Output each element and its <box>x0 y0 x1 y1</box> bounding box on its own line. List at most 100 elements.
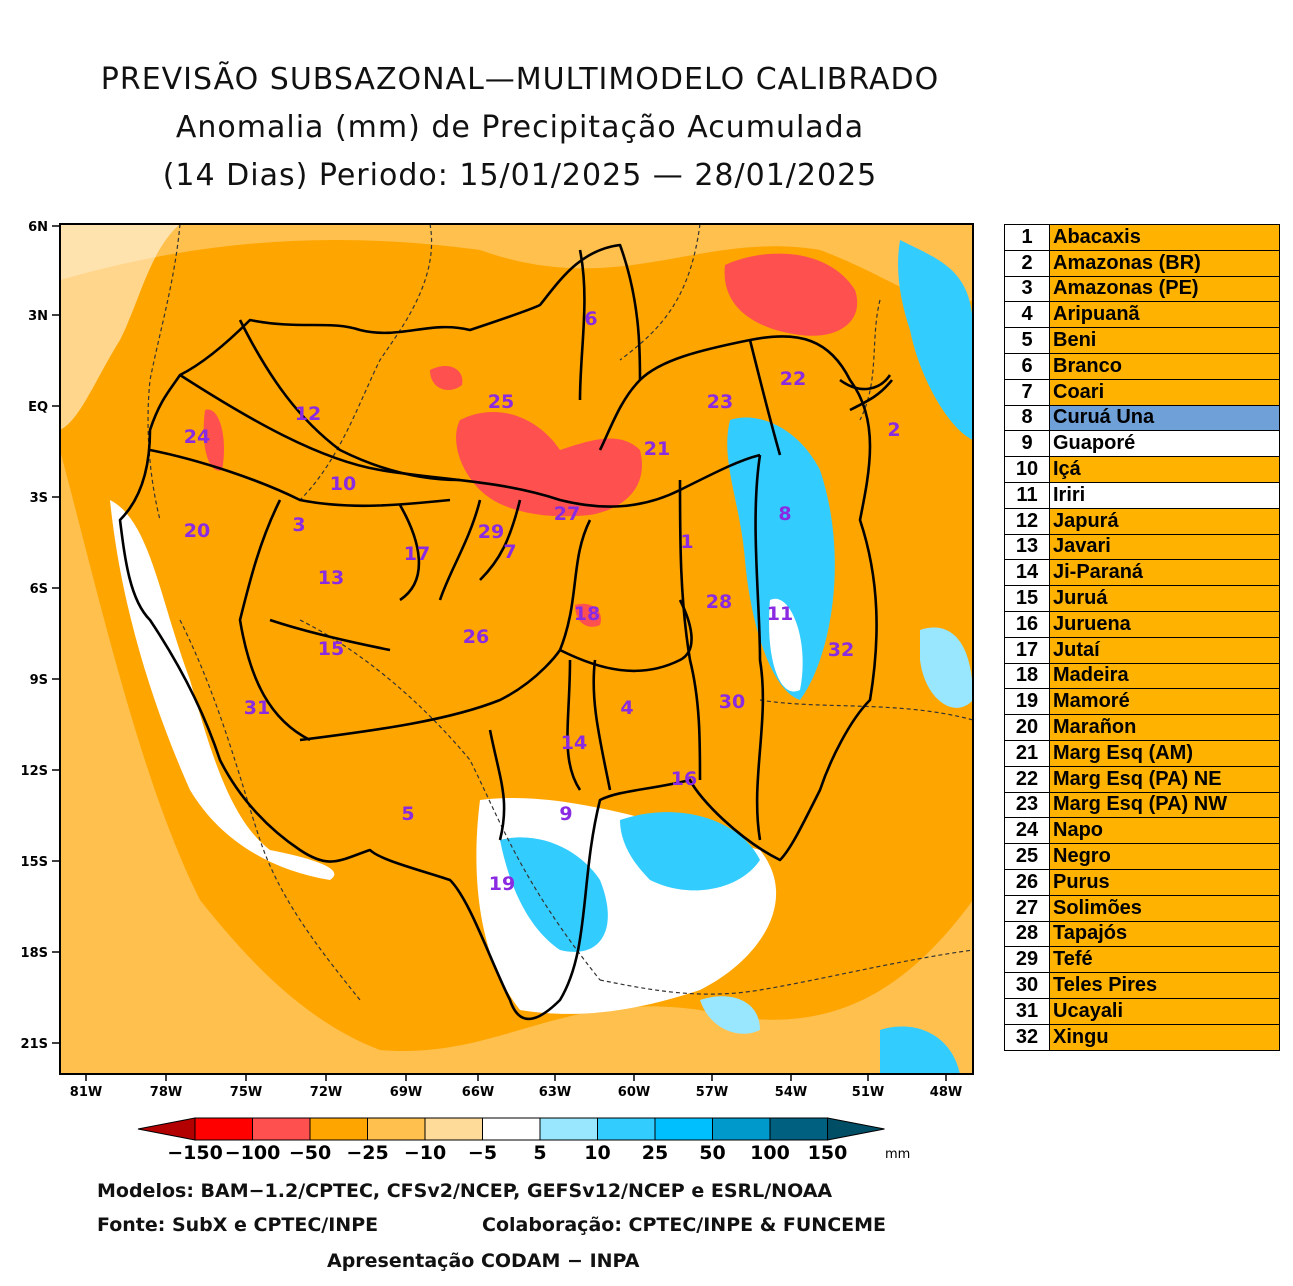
footer-presentation: Apresentação CODAM − INPA <box>327 1250 640 1272</box>
basin-legend-name: Ji-Paraná <box>1049 559 1280 587</box>
footer-models: Modelos: BAM−1.2/CPTEC, CFSv2/NCEP, GEFS… <box>97 1180 833 1202</box>
basin-legend-row: 3 Amazonas (PE) <box>1004 275 1280 303</box>
wet-anomaly-area <box>700 996 760 1034</box>
basin-legend-number: 1 <box>1004 224 1050 251</box>
colorbar-unit: mm <box>885 1147 910 1162</box>
basin-legend-name: Guaporé <box>1049 430 1280 458</box>
colorbar-label: 5 <box>533 1142 546 1164</box>
map-title-line-3: (14 Dias) Periodo: 15/01/2025 — 28/01/20… <box>162 158 878 193</box>
basin-outline <box>748 339 782 456</box>
colorbar-cell <box>654 1117 713 1141</box>
basin-legend-name: Marg Esq (PA) NW <box>1049 791 1280 819</box>
lat-label: EQ <box>28 400 48 415</box>
colorbar-label: −150 <box>167 1142 223 1164</box>
basin-legend-row: 23 Marg Esq (PA) NW <box>1004 791 1280 819</box>
basin-number-3: 3 <box>292 514 305 536</box>
basin-legend-row: 31 Ucayali <box>1004 997 1280 1025</box>
basin-number-14: 14 <box>561 732 587 754</box>
colorbar-label: −5 <box>468 1142 497 1164</box>
wet-anomaly-area <box>880 1026 960 1074</box>
strong-deficit-area <box>430 365 463 390</box>
basin-outline <box>238 499 311 742</box>
colorbar-cell <box>712 1117 771 1141</box>
colorbar-cell <box>367 1117 426 1141</box>
basin-number-19: 19 <box>489 873 515 895</box>
colorbar-cell <box>252 1117 311 1141</box>
colorbar-cell <box>539 1117 598 1141</box>
basin-outline <box>398 504 421 602</box>
map-frame <box>59 223 974 1075</box>
country-border <box>599 949 974 995</box>
basin-legend-name: Javari <box>1049 533 1280 561</box>
basin-number-29: 29 <box>478 521 504 543</box>
basin-legend-name: Purus <box>1049 868 1280 896</box>
basin-outline <box>578 249 586 401</box>
basin-number-9: 9 <box>559 803 572 825</box>
lon-label: 63W <box>539 1085 571 1100</box>
colorbar-label: −100 <box>225 1142 281 1164</box>
strong-deficit-area <box>724 253 858 336</box>
basin-legend-name: Japurá <box>1049 507 1280 535</box>
basin-legend-number: 23 <box>1004 791 1050 819</box>
colorbar-label: −10 <box>404 1142 446 1164</box>
wet-anomaly-area <box>920 627 973 708</box>
basin-legend-row: 12 Japurá <box>1004 507 1280 535</box>
basin-number-17: 17 <box>404 543 430 565</box>
basin-outline <box>479 499 522 581</box>
basin-outline <box>849 379 894 412</box>
basin-legend-name: Beni <box>1049 327 1280 354</box>
strong-deficit-area <box>456 411 642 517</box>
basin-legend-number: 27 <box>1004 894 1050 922</box>
basin-legend-table: 1 Abacaxis 2 Amazonas (BR) 3 Amazonas (PE) 4 Ar… <box>1004 224 1280 1051</box>
basin-legend-number: 14 <box>1004 559 1050 587</box>
basin-legend-number: 5 <box>1004 327 1050 354</box>
basin-legend-name: Marg Esq (PA) NE <box>1049 765 1280 793</box>
basin-legend-number: 25 <box>1004 843 1050 870</box>
basin-number-21: 21 <box>644 438 670 460</box>
basin-outline <box>488 729 506 841</box>
strong-deficit-area <box>203 409 225 471</box>
basin-legend-row: 2 Amazonas (BR) <box>1004 249 1280 277</box>
basin-legend-name: Tefé <box>1049 946 1280 974</box>
basin-legend-row: 25 Negro <box>1004 843 1280 870</box>
map-title-line-1: PREVISÃO SUBSAZONAL—MULTIMODELO CALIBRAD… <box>100 62 940 97</box>
basin-legend-number: 15 <box>1004 585 1050 612</box>
basin-legend-number: 6 <box>1004 352 1050 380</box>
country-border <box>179 619 361 1001</box>
country-border <box>859 299 881 421</box>
country-border <box>299 223 433 501</box>
basin-legend-name: Iriri <box>1049 481 1280 509</box>
basin-legend-name: Aripuanã <box>1049 301 1280 329</box>
lat-label: 6N <box>28 220 48 235</box>
colorbar-cell <box>482 1117 541 1141</box>
basin-number-24: 24 <box>184 426 210 448</box>
basin-outline <box>558 519 592 651</box>
colorbar-cell <box>597 1117 656 1141</box>
basin-legend-number: 24 <box>1004 817 1050 845</box>
lon-label: 54W <box>775 1085 807 1100</box>
basin-legend-number: 4 <box>1004 301 1050 329</box>
lon-label: 60W <box>618 1085 650 1100</box>
basin-legend-number: 26 <box>1004 868 1050 896</box>
basin-outlines <box>118 243 894 1021</box>
basin-legend-number: 31 <box>1004 997 1050 1025</box>
basin-number-30: 30 <box>719 691 745 713</box>
basin-legend-row: 21 Marg Esq (AM) <box>1004 739 1280 767</box>
basin-number-20: 20 <box>184 520 210 542</box>
basin-legend-number: 19 <box>1004 688 1050 716</box>
basin-legend-number: 10 <box>1004 456 1050 483</box>
basin-legend-row: 20 Marañon <box>1004 714 1280 741</box>
basin-outline <box>438 499 482 601</box>
basin-number-5: 5 <box>401 803 414 825</box>
basin-outline <box>678 479 702 781</box>
basin-outline <box>592 659 612 791</box>
lon-label: 57W <box>696 1085 728 1100</box>
basin-number-25: 25 <box>488 391 514 413</box>
basin-number-6: 6 <box>584 308 597 330</box>
lat-label: 9S <box>30 673 48 688</box>
basin-legend-name: Napo <box>1049 817 1280 845</box>
basin-legend-name: Abacaxis <box>1049 224 1280 251</box>
basin-legend-number: 18 <box>1004 662 1050 690</box>
basin-outline <box>299 649 562 742</box>
basin-legend-name: Solimões <box>1049 894 1280 922</box>
